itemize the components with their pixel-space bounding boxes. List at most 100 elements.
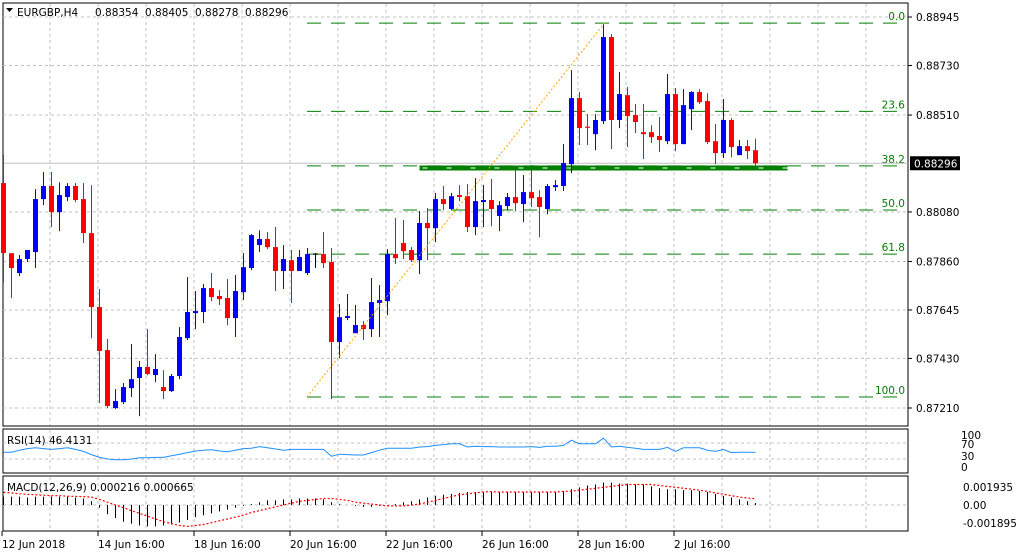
- macd-label: MACD(12,26,9) 0.000216 0.000665: [7, 482, 194, 494]
- candle: [673, 87, 678, 152]
- collapse-triangle-icon[interactable]: [6, 8, 13, 12]
- candle: [169, 373, 174, 392]
- candle: [121, 382, 126, 405]
- rsi-panel[interactable]: [2, 428, 909, 474]
- candle-body: [689, 92, 694, 110]
- candle: [9, 253, 14, 299]
- macd-indicator: 0.001935 0.00 -0.001895: [3, 482, 1017, 530]
- candle: [361, 321, 366, 341]
- candle-body: [625, 95, 630, 117]
- candle-body: [529, 192, 534, 199]
- high-price: 0.88405: [145, 7, 188, 19]
- macd-tick-label: -0.001895: [963, 518, 1017, 530]
- candle-body: [577, 98, 582, 129]
- candle: [305, 247, 310, 276]
- candle: [441, 186, 446, 211]
- candle-body: [249, 235, 254, 269]
- candle-body: [633, 115, 638, 123]
- candle: [457, 185, 462, 202]
- candle-body: [681, 105, 686, 145]
- candle-body: [57, 195, 62, 213]
- candle-body: [441, 199, 446, 205]
- candle: [537, 190, 542, 238]
- candle-body: [569, 98, 574, 165]
- candle: [73, 183, 78, 203]
- fib-level-label: 61.8: [882, 242, 905, 254]
- candle-body: [209, 288, 214, 298]
- time-label: 20 Jun 16:00: [290, 539, 357, 551]
- candle: [289, 250, 294, 303]
- candle-body: [433, 199, 438, 229]
- support-line[interactable]: [419, 165, 788, 171]
- candle: [737, 140, 742, 156]
- time-label: 22 Jun 16:00: [386, 539, 453, 551]
- candle: [281, 245, 286, 290]
- candle-body: [201, 288, 206, 312]
- candle: [273, 227, 278, 292]
- candle-body: [465, 196, 470, 228]
- candle: [65, 183, 70, 202]
- candle-body: [401, 243, 406, 252]
- candle-body: [121, 387, 126, 403]
- main-price-panel[interactable]: [2, 2, 909, 427]
- candle: [257, 230, 262, 253]
- candle-body: [49, 186, 54, 213]
- candle-body: [649, 132, 654, 138]
- candle-body: [657, 135, 662, 141]
- macd-tick-label: 0.00: [963, 500, 986, 512]
- macd-tick-label: 0.001935: [963, 482, 1013, 494]
- rsi-level-label: 0: [961, 462, 968, 474]
- candle-body: [561, 163, 566, 187]
- candle: [681, 89, 686, 145]
- candle: [161, 370, 166, 399]
- candle: [177, 327, 182, 380]
- candle-body: [265, 238, 270, 248]
- candle: [641, 103, 646, 159]
- candle: [369, 277, 374, 338]
- candle: [185, 277, 190, 341]
- macd-panel[interactable]: [2, 475, 909, 532]
- candle: [609, 34, 614, 150]
- rsi-level-label: 100: [961, 430, 981, 442]
- candle-body: [537, 197, 542, 207]
- candle: [25, 250, 30, 262]
- candle-body: [185, 311, 190, 339]
- candle: [353, 305, 358, 334]
- candle-body: [177, 337, 182, 376]
- price-axis: 0.88945 0.88730 0.88510 0.88080 0.87860 0.876…: [908, 12, 960, 415]
- candle: [697, 89, 702, 104]
- rsi-label: RSI(14) 46.4131: [7, 435, 92, 447]
- candle-body: [521, 192, 526, 205]
- support-zone-bar[interactable]: [419, 165, 788, 171]
- candle-body: [489, 199, 494, 210]
- candle-body: [513, 197, 518, 204]
- price-tick-label: 0.88730: [916, 60, 959, 72]
- candle: [297, 250, 302, 271]
- candle: [625, 87, 630, 148]
- candle-body: [281, 259, 286, 271]
- candle: [105, 339, 110, 408]
- candle: [449, 193, 454, 211]
- candle: [745, 140, 750, 159]
- candle: [553, 180, 558, 191]
- candle-body: [729, 119, 734, 148]
- time-axis: 12 Jun 2018 14 Jun 16:00 18 Jun 16:00 20 Ju…: [1, 531, 730, 551]
- price-tick-label: 0.87860: [916, 257, 959, 269]
- time-label: 18 Jun 16:00: [194, 539, 261, 551]
- open-price: 0.88354: [95, 7, 139, 19]
- candle-body: [425, 222, 430, 229]
- candle: [633, 103, 638, 134]
- candle-body: [713, 141, 718, 154]
- candle: [705, 93, 710, 145]
- candle-body: [241, 267, 246, 293]
- candle-body: [113, 401, 118, 408]
- candle: [713, 124, 718, 165]
- candle-body: [257, 238, 262, 246]
- candle: [601, 23, 606, 125]
- candle-body: [721, 119, 726, 154]
- candle: [545, 183, 550, 215]
- candle: [513, 167, 518, 212]
- price-tick-label: 0.88945: [916, 12, 959, 24]
- candle: [81, 183, 86, 244]
